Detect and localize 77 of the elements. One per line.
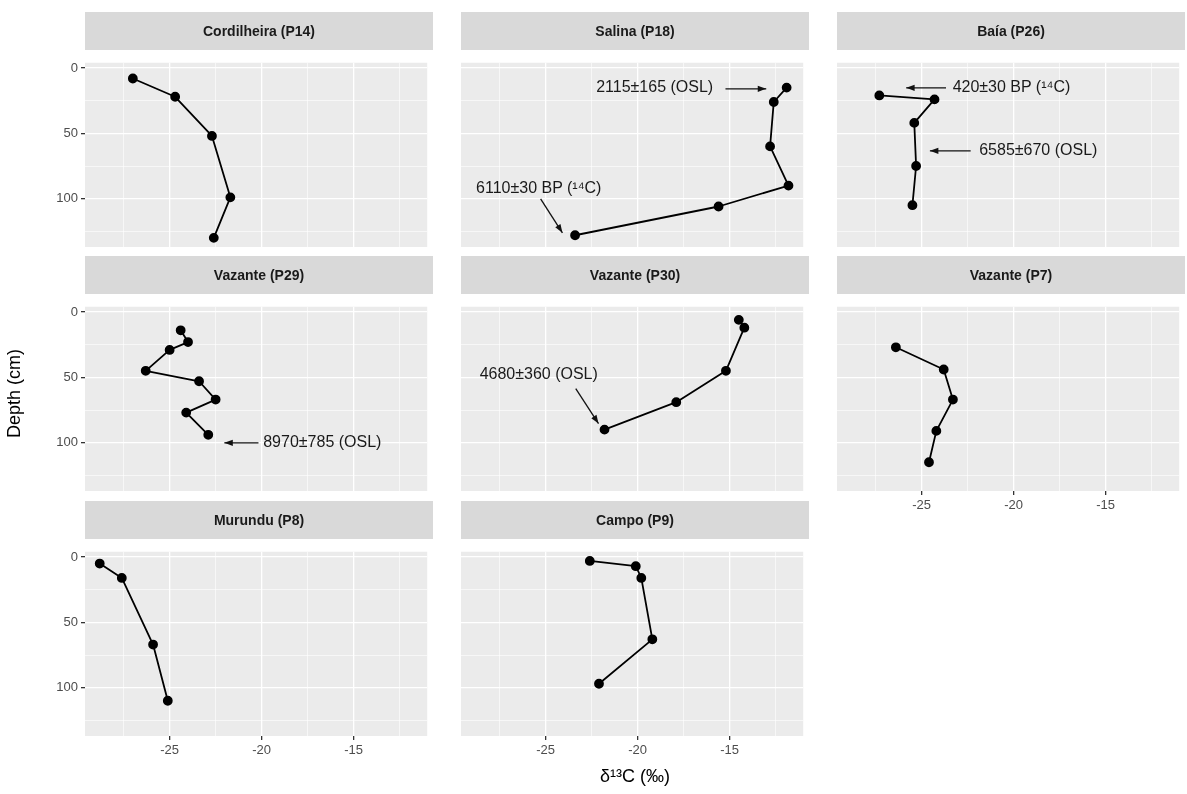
point — [938, 364, 949, 375]
x-tick-label: -15 — [344, 742, 364, 758]
chart-title: Vazante (P30) — [461, 256, 809, 294]
x-axis-title: δ¹³C (‰) — [600, 766, 670, 787]
point — [570, 230, 580, 241]
point — [671, 397, 682, 408]
point — [636, 573, 647, 583]
annotation: 6110±30 BP (¹⁴C) — [476, 179, 602, 197]
point — [599, 424, 610, 435]
point — [148, 639, 158, 650]
annotation: 420±30 BP (¹⁴C) — [952, 78, 1071, 96]
point — [924, 457, 934, 468]
x-tick-label: -25 — [160, 742, 180, 758]
annotation: 2115±165 (OSL) — [596, 78, 714, 96]
chart-title: Cordilheira (P14) — [85, 12, 433, 50]
point — [874, 90, 885, 101]
point — [630, 561, 641, 572]
chart-title: Baía (P26) — [837, 12, 1185, 50]
point — [594, 678, 604, 689]
annotation: 4680±360 (OSL) — [479, 365, 598, 383]
y-tick-label: 100 — [56, 679, 78, 695]
point — [721, 365, 731, 376]
chart-title: Murundu (P8) — [85, 501, 433, 539]
y-tick-label: 0 — [70, 548, 78, 564]
point — [890, 342, 901, 353]
point — [739, 322, 750, 333]
point — [783, 180, 794, 191]
point — [584, 556, 595, 566]
point — [127, 73, 138, 84]
point — [781, 82, 792, 93]
annotation: 6585±670 (OSL) — [979, 141, 1098, 159]
point — [170, 91, 181, 102]
x-tick-label: -20 — [628, 742, 648, 758]
chart-title: Campo (P9) — [461, 501, 809, 539]
x-tick-label: -15 — [1096, 497, 1116, 513]
point — [909, 117, 920, 128]
point — [175, 325, 186, 336]
chart-title: Salina (P18) — [461, 12, 809, 50]
y-tick-label: 100 — [56, 434, 78, 450]
y-tick-label: 50 — [63, 613, 78, 629]
point — [183, 337, 193, 347]
x-tick-label: -25 — [912, 497, 932, 513]
point — [140, 365, 151, 376]
y-axis-title: Depth (cm) — [4, 348, 25, 439]
y-tick-label: 100 — [56, 190, 78, 206]
point — [181, 407, 192, 418]
point — [733, 314, 744, 325]
point — [203, 429, 214, 440]
point — [210, 394, 221, 405]
point — [194, 376, 204, 387]
point — [931, 426, 942, 436]
chart-title: Vazante (P29) — [85, 256, 433, 294]
point — [208, 232, 219, 243]
point — [911, 161, 922, 171]
y-tick-label: 50 — [63, 368, 78, 384]
x-tick-label: -20 — [1004, 497, 1024, 513]
point — [713, 201, 724, 212]
point — [907, 200, 918, 211]
chart-title: Vazante (P7) — [837, 256, 1185, 294]
y-tick-label: 0 — [70, 59, 78, 75]
annotation: 8970±785 (OSL) — [263, 433, 382, 451]
point — [225, 192, 236, 203]
x-tick-label: -15 — [720, 742, 740, 758]
y-tick-label: 0 — [70, 303, 78, 319]
point — [116, 573, 127, 583]
point — [765, 141, 775, 152]
point — [647, 634, 658, 645]
point — [207, 131, 217, 141]
x-tick-label: -25 — [536, 742, 556, 758]
point — [94, 558, 105, 569]
y-tick-label: 50 — [63, 124, 78, 140]
point — [929, 94, 940, 105]
point — [162, 695, 173, 706]
point — [948, 394, 958, 405]
x-tick-label: -20 — [252, 742, 272, 758]
point — [164, 345, 175, 355]
point — [768, 97, 779, 107]
